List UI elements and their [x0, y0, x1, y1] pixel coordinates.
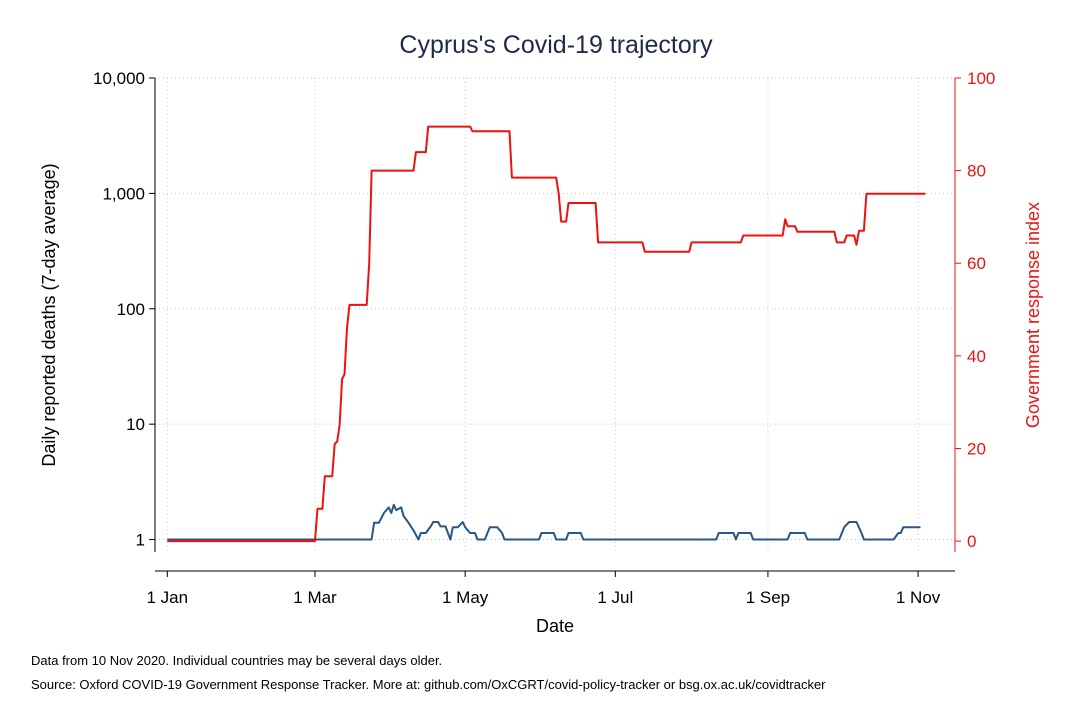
right-tick-label: 80 [967, 162, 986, 181]
left-tick-label: 100 [117, 300, 145, 319]
right-tick-label: 20 [967, 439, 986, 458]
series-layer [167, 125, 926, 543]
right-tick-label: 0 [967, 532, 976, 551]
right-tick-label: 60 [967, 254, 986, 273]
left-tick-label: 10,000 [93, 69, 145, 88]
right-tick-label: 100 [967, 69, 995, 88]
x-tick-label: 1 Jan [147, 588, 189, 607]
response-index-series-line [167, 125, 926, 543]
x-tick-label: 1 Nov [896, 588, 941, 607]
gridlines [155, 77, 955, 552]
x-tick-label: 1 May [442, 588, 489, 607]
right-y-axis-label: Government response index [1023, 202, 1043, 428]
x-tick-label: 1 Jul [597, 588, 633, 607]
x-ticks: 1 Jan 1 Mar 1 May 1 Jul 1 Sep 1 Nov [147, 571, 941, 607]
left-tick-label: 1 [136, 531, 145, 550]
x-tick-label: 1 Sep [746, 588, 790, 607]
left-tick-label: 10 [126, 415, 145, 434]
right-y-ticks: 0 20 40 60 80 100 [955, 69, 995, 551]
data-date-note: Data from 10 Nov 2020. Individual countr… [31, 653, 443, 668]
source-note: Source: Oxford COVID-19 Government Respo… [31, 677, 826, 692]
left-y-axis-label: Daily reported deaths (7-day average) [39, 163, 59, 466]
deaths-series-line [167, 503, 921, 541]
left-y-ticks: 1 10 100 1,000 10,000 [93, 69, 155, 550]
x-axis-label: Date [536, 616, 574, 636]
left-tick-label: 1,000 [102, 184, 145, 203]
x-tick-label: 1 Mar [293, 588, 337, 607]
right-tick-label: 40 [967, 347, 986, 366]
chart-title: Cyprus's Covid-19 trajectory [399, 31, 713, 59]
